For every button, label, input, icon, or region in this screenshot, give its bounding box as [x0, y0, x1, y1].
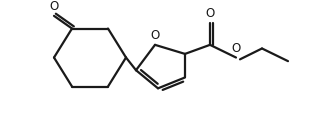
Text: O: O — [50, 0, 59, 13]
Text: O: O — [205, 7, 214, 20]
Text: O: O — [150, 29, 160, 42]
Text: O: O — [231, 42, 241, 55]
